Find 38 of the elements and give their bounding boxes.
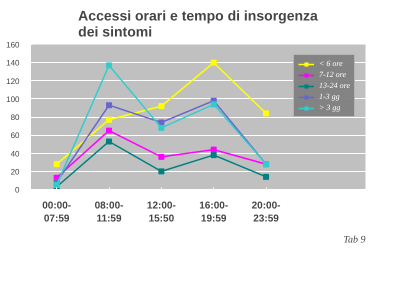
y-tick-label: 100: [6, 94, 20, 104]
x-tick-label: 12:00- 15:50: [146, 200, 176, 225]
point: [106, 62, 112, 68]
legend-label: > 3 gg: [318, 103, 340, 112]
point: [106, 138, 112, 144]
x-tick-label: 16:00- 19:59: [199, 200, 228, 225]
point: [210, 101, 217, 108]
point: [54, 161, 60, 168]
y-tick-label: 80: [10, 113, 20, 122]
y-tick-label: 40: [10, 149, 20, 158]
x-tick-label: 00:00- 07:59: [42, 200, 72, 225]
y-tick-label: 0: [15, 186, 20, 194]
x-tick-label: 08:00- 11:59: [94, 200, 124, 225]
point: [158, 168, 164, 174]
point: [210, 60, 217, 66]
y-tick-label: 60: [10, 131, 20, 140]
y-tick-label: 140: [6, 58, 20, 68]
text: Tab 9: [343, 234, 366, 246]
legend-label: 13-24 ore: [318, 81, 350, 90]
y-tick-label: 160: [6, 40, 20, 50]
chart-title: Accessi orari e tempo di insorgenza dei sintomi: [78, 8, 318, 40]
point: [106, 102, 112, 108]
point: [158, 154, 164, 160]
x-tick-label: 20:00- 23:59: [252, 200, 280, 225]
point: [158, 124, 164, 131]
point: [263, 174, 270, 180]
y-tick-label: 20: [10, 167, 20, 176]
y-tick-label: 120: [6, 76, 20, 86]
point: [263, 110, 270, 116]
legend-label: < 6 ore: [318, 59, 343, 68]
point: [106, 116, 112, 123]
point: [210, 152, 217, 158]
point: [158, 119, 164, 126]
point: [158, 103, 164, 110]
legend-label: 7-12 ore: [318, 70, 346, 79]
point: [210, 146, 217, 153]
point: [106, 128, 112, 134]
legend-label: 1-3 gg: [318, 92, 340, 101]
